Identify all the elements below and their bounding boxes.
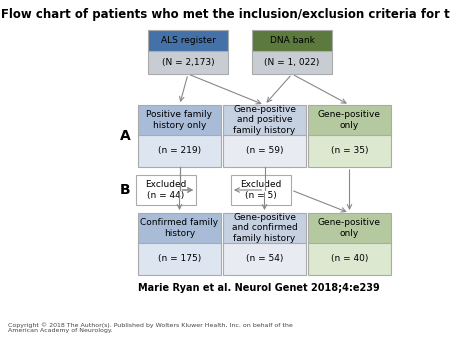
- Bar: [308, 213, 391, 243]
- Bar: [252, 30, 332, 51]
- Text: (N = 1, 022): (N = 1, 022): [264, 58, 320, 67]
- Bar: [223, 105, 306, 135]
- Bar: [138, 213, 221, 275]
- Bar: [223, 213, 306, 275]
- Text: ALS register: ALS register: [161, 36, 216, 45]
- Text: (n = 59): (n = 59): [246, 146, 283, 155]
- Text: (n = 175): (n = 175): [158, 255, 201, 263]
- Text: Gene-positive
and positive
family history: Gene-positive and positive family histor…: [233, 105, 296, 135]
- Text: Confirmed family
history: Confirmed family history: [140, 218, 219, 238]
- Bar: [148, 30, 228, 51]
- Bar: [308, 105, 391, 167]
- Text: (n = 35): (n = 35): [331, 146, 368, 155]
- Text: (n = 219): (n = 219): [158, 146, 201, 155]
- Bar: [138, 243, 221, 275]
- Text: B: B: [120, 183, 130, 197]
- Bar: [148, 51, 228, 74]
- Text: Marie Ryan et al. Neurol Genet 2018;4:e239: Marie Ryan et al. Neurol Genet 2018;4:e2…: [138, 283, 380, 293]
- Bar: [308, 243, 391, 275]
- Bar: [252, 51, 332, 74]
- Text: Copyright © 2018 The Author(s). Published by Wolters Kluwer Health, Inc. on beha: Copyright © 2018 The Author(s). Publishe…: [8, 322, 293, 334]
- Text: (n = 54): (n = 54): [246, 255, 283, 263]
- Bar: [308, 213, 391, 275]
- Text: (n = 40): (n = 40): [331, 255, 368, 263]
- Text: Figure 2 Flow chart of patients who met the inclusion/exclusion criteria for the: Figure 2 Flow chart of patients who met …: [0, 8, 450, 21]
- Text: Gene-positive
only: Gene-positive only: [318, 218, 381, 238]
- Bar: [136, 175, 196, 205]
- Text: Excluded
(n = 44): Excluded (n = 44): [145, 180, 187, 200]
- Bar: [223, 105, 306, 167]
- Text: Excluded
(n = 5): Excluded (n = 5): [240, 180, 282, 200]
- Bar: [308, 105, 391, 135]
- Bar: [231, 175, 291, 205]
- Bar: [223, 243, 306, 275]
- Bar: [148, 30, 228, 74]
- Bar: [138, 105, 221, 167]
- Bar: [138, 213, 221, 243]
- Bar: [223, 213, 306, 243]
- Text: Gene-positive
only: Gene-positive only: [318, 110, 381, 129]
- Text: (N = 2,173): (N = 2,173): [162, 58, 214, 67]
- Bar: [308, 135, 391, 167]
- Bar: [138, 105, 221, 135]
- Bar: [223, 135, 306, 167]
- Bar: [138, 135, 221, 167]
- Bar: [252, 30, 332, 74]
- Text: A: A: [120, 129, 130, 143]
- Text: DNA bank: DNA bank: [270, 36, 315, 45]
- Text: Gene-positive
and confirmed
family history: Gene-positive and confirmed family histo…: [232, 213, 297, 243]
- Text: Positive family
history only: Positive family history only: [147, 110, 212, 129]
